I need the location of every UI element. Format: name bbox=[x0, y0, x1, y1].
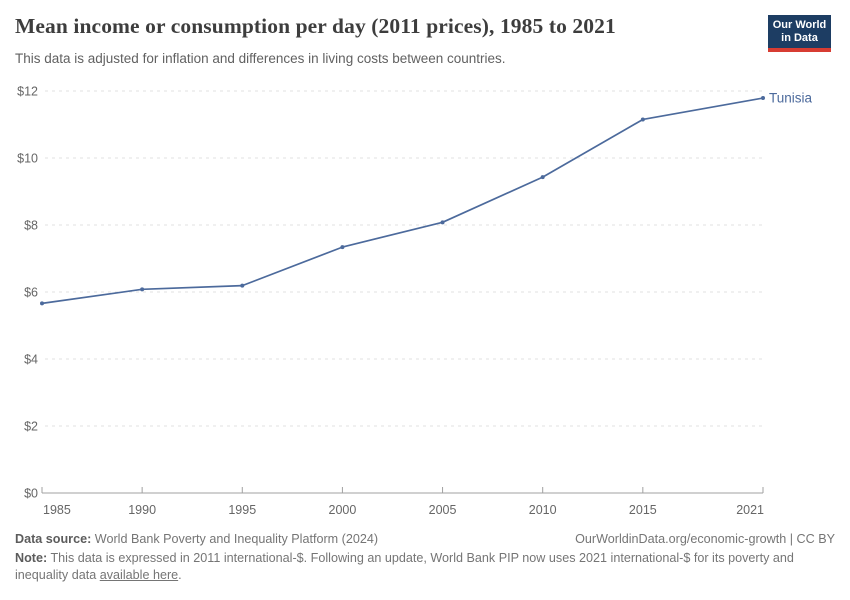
data-point[interactable] bbox=[40, 301, 44, 306]
x-axis bbox=[41, 487, 764, 493]
data-point[interactable] bbox=[440, 220, 445, 225]
data-point[interactable] bbox=[240, 283, 245, 288]
owid-logo-line1: Our World bbox=[772, 18, 827, 31]
data-point[interactable] bbox=[140, 287, 145, 292]
data-point[interactable] bbox=[340, 245, 345, 250]
note-label: Note: bbox=[15, 551, 48, 565]
gridlines bbox=[42, 90, 763, 494]
data-point-markers[interactable] bbox=[40, 96, 765, 306]
owid-logo: Our World in Data bbox=[768, 15, 831, 52]
y-tick-label: $12 bbox=[17, 85, 38, 99]
note-text: This data is expressed in 2011 internati… bbox=[15, 551, 794, 582]
x-tick-label: 2000 bbox=[329, 503, 357, 517]
x-tick-label: 1990 bbox=[128, 503, 156, 517]
data-point[interactable] bbox=[761, 96, 765, 101]
chart-subtitle: This data is adjusted for inflation and … bbox=[15, 51, 506, 66]
y-tick-label: $0 bbox=[24, 487, 38, 501]
x-axis-tick-labels: 1985 1990 1995 2000 2005 2010 2015 2021 bbox=[43, 503, 764, 517]
y-tick-label: $2 bbox=[24, 420, 38, 434]
x-tick-label: 1985 bbox=[43, 503, 71, 517]
y-axis-tick-labels: $0 $2 $4 $6 $8 $10 $12 bbox=[17, 85, 38, 501]
x-tick-label: 1995 bbox=[228, 503, 256, 517]
series-label-tunisia[interactable]: Tunisia bbox=[769, 91, 813, 106]
available-here-link[interactable]: available here bbox=[99, 568, 179, 582]
y-tick-label: $4 bbox=[24, 353, 38, 367]
tunisia-line[interactable] bbox=[41, 97, 764, 305]
note-line: Note: This data is expressed in 2011 int… bbox=[15, 550, 835, 584]
y-tick-label: $8 bbox=[24, 219, 38, 233]
y-tick-label: $6 bbox=[24, 286, 38, 300]
x-tick-label: 2005 bbox=[429, 503, 457, 517]
x-tick-label: 2010 bbox=[529, 503, 557, 517]
data-point[interactable] bbox=[540, 175, 545, 180]
x-tick-label: 2015 bbox=[629, 503, 657, 517]
data-point[interactable] bbox=[640, 117, 645, 122]
data-source-line: Data source: World Bank Poverty and Ineq… bbox=[15, 531, 378, 548]
x-tick-label: 2021 bbox=[736, 503, 764, 517]
data-source-text: World Bank Poverty and Inequality Platfo… bbox=[91, 532, 379, 546]
attribution-text: OurWorldinData.org/economic-growth | CC … bbox=[575, 532, 835, 546]
page-title: Mean income or consumption per day (2011… bbox=[15, 14, 616, 38]
line-chart-plot-area[interactable]: $0 $2 $4 $6 $8 $10 $12 1985 1990 1995 2000 2005 201… bbox=[0, 80, 850, 524]
y-tick-label: $10 bbox=[17, 152, 38, 166]
note-period: . bbox=[178, 568, 182, 582]
data-source-label: Data source: bbox=[15, 532, 92, 546]
footer: Data source: World Bank Poverty and Ineq… bbox=[15, 531, 835, 584]
owid-logo-line2: in Data bbox=[781, 31, 818, 44]
